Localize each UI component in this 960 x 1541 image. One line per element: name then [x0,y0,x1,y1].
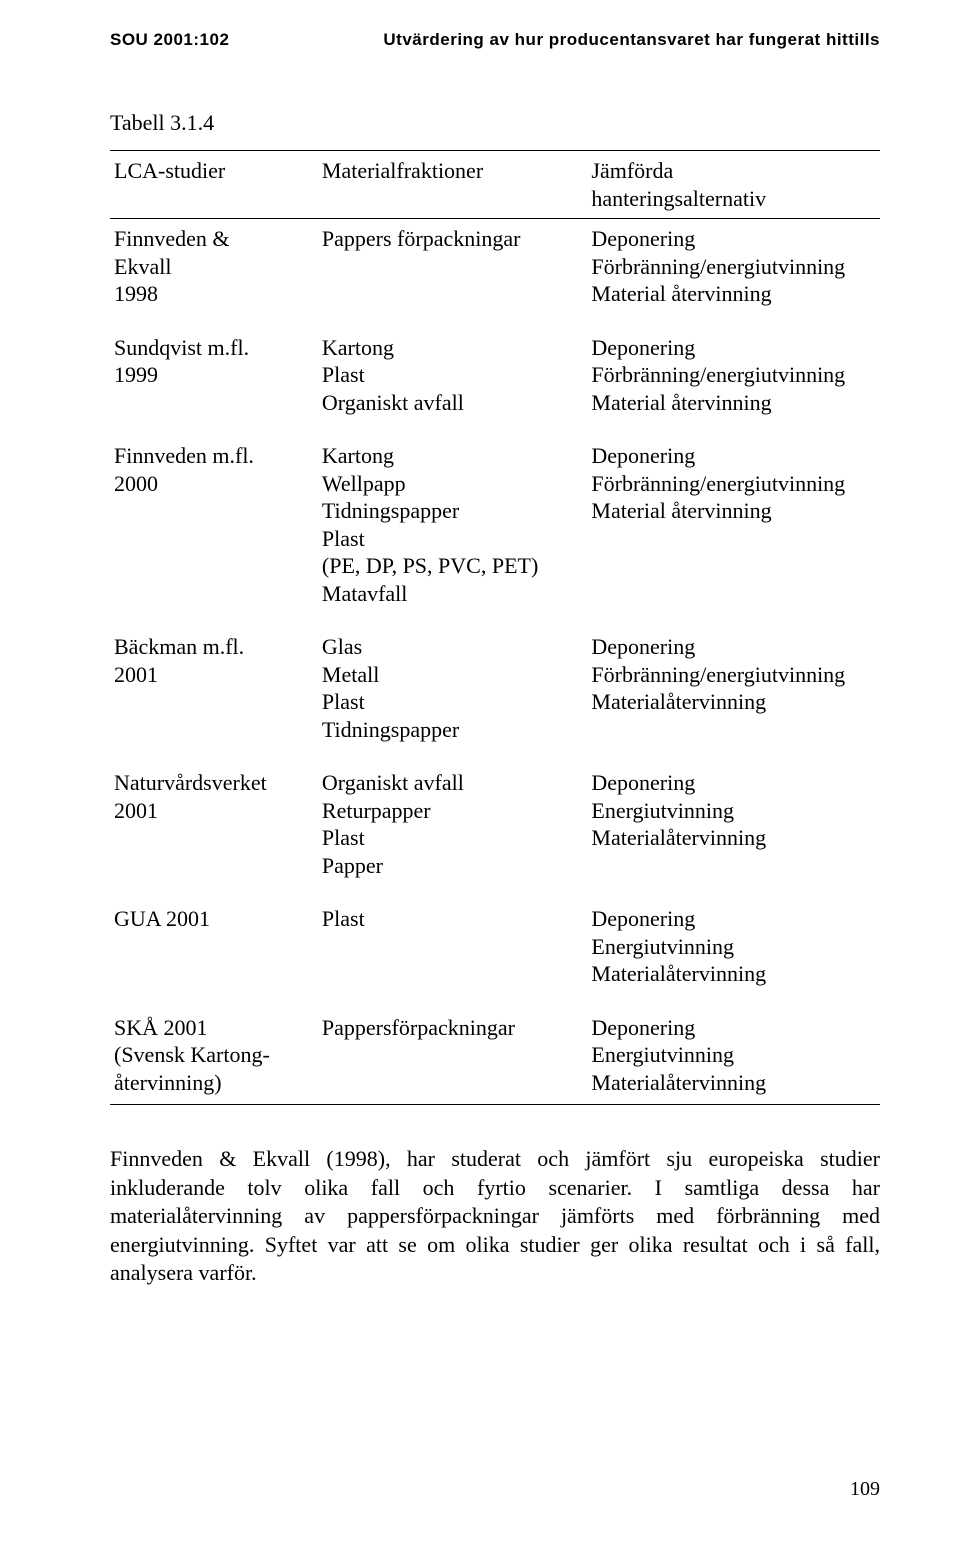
cell-fractions-line: Metall [322,661,584,689]
page-number: 109 [850,1478,880,1501]
cell-study-line: 1999 [114,361,314,389]
cell-study: SKÅ 2001(Svensk Kartong-återvinning) [110,1008,318,1105]
cell-alternatives-line: Förbränning/energiutvinning [591,661,876,689]
cell-fractions-line: Glas [322,633,584,661]
cell-alternatives: DeponeringFörbränning/energiutvinningMat… [587,436,880,627]
cell-alternatives-line: Förbränning/energiutvinning [591,470,876,498]
cell-fractions-line: Wellpapp [322,470,584,498]
cell-study-line: (Svensk Kartong- [114,1041,314,1069]
cell-alternatives-line: Materialåtervinning [591,960,876,988]
cell-alternatives-line: Deponering [591,334,876,362]
cell-alternatives-line: Energiutvinning [591,933,876,961]
cell-fractions: KartongPlastOrganiskt avfall [318,328,588,437]
cell-fractions-line: Papper [322,852,584,880]
col-header-alternatives-l1: Jämförda [591,158,673,183]
page: SOU 2001:102 Utvärdering av hur producen… [0,0,960,1541]
cell-fractions-line: Plast [322,905,584,933]
cell-study-line: 2001 [114,797,314,825]
cell-fractions: GlasMetallPlastTidningspapper [318,627,588,763]
cell-alternatives-line: Material återvinning [591,280,876,308]
cell-study-line: återvinning) [114,1069,314,1097]
cell-fractions-line: Plast [322,361,584,389]
header-left: SOU 2001:102 [110,30,229,50]
table-row: Naturvårdsverket2001Organiskt avfallRetu… [110,763,880,899]
table-row: Finnveden &Ekvall1998Pappers förpackning… [110,219,880,328]
table-caption: Tabell 3.1.4 [110,110,880,136]
cell-alternatives-line: Deponering [591,442,876,470]
cell-fractions-line: Tidningspapper [322,716,584,744]
cell-fractions-line: Kartong [322,442,584,470]
table-row: SKÅ 2001(Svensk Kartong-återvinning)Papp… [110,1008,880,1105]
cell-fractions-line: Pappersförpackningar [322,1014,584,1042]
cell-fractions-line: Organiskt avfall [322,769,584,797]
cell-fractions-line: Plast [322,525,584,553]
cell-fractions: Pappers förpackningar [318,219,588,328]
cell-study-line: 1998 [114,280,314,308]
cell-alternatives-line: Energiutvinning [591,797,876,825]
cell-study-line: Bäckman m.fl. [114,633,314,661]
cell-alternatives-line: Förbränning/energiutvinning [591,361,876,389]
col-header-alternatives: Jämförda hanteringsalternativ [587,151,880,219]
cell-alternatives: DeponeringEnergiutvinningMaterialåtervin… [587,899,880,1008]
cell-alternatives-line: Material återvinning [591,497,876,525]
cell-alternatives-line: Deponering [591,769,876,797]
header-right: Utvärdering av hur producentansvaret har… [383,30,880,50]
cell-alternatives-line: Material återvinning [591,389,876,417]
cell-fractions-line: (PE, DP, PS, PVC, PET) [322,552,584,580]
cell-study: Naturvårdsverket2001 [110,763,318,899]
cell-alternatives-line: Förbränning/energiutvinning [591,253,876,281]
cell-study-line: Sundqvist m.fl. [114,334,314,362]
cell-alternatives: DeponeringFörbränning/energiutvinningMat… [587,219,880,328]
cell-study-line: Finnveden & [114,225,314,253]
table-row: GUA 2001 PlastDeponeringEnergiutvinningMa… [110,899,880,1008]
cell-study-line: 2001 [114,661,314,689]
cell-study-line: Naturvårdsverket [114,769,314,797]
cell-alternatives-line: Deponering [591,905,876,933]
cell-fractions-line: Matavfall [322,580,584,608]
body-paragraph: Finnveden & Ekvall (1998), har studerat … [110,1145,880,1288]
cell-alternatives-line: Materialåtervinning [591,688,876,716]
cell-study-line: Finnveden m.fl. [114,442,314,470]
cell-fractions-line: Tidningspapper [322,497,584,525]
cell-alternatives-line: Deponering [591,633,876,661]
cell-study-line: GUA 2001 [114,905,314,933]
cell-study: GUA 2001 [110,899,318,1008]
col-header-fractions: Materialfraktioner [318,151,588,219]
cell-alternatives-line: Materialåtervinning [591,1069,876,1097]
cell-fractions-line: Returpapper [322,797,584,825]
running-header: SOU 2001:102 Utvärdering av hur producen… [110,30,880,50]
cell-fractions-line: Plast [322,688,584,716]
cell-fractions: Plast [318,899,588,1008]
table-row: Finnveden m.fl.2000KartongWellpappTidnin… [110,436,880,627]
cell-study-line: Ekvall [114,253,314,281]
cell-study: Finnveden m.fl.2000 [110,436,318,627]
cell-fractions: Pappersförpackningar [318,1008,588,1105]
cell-alternatives-line: Materialåtervinning [591,824,876,852]
cell-alternatives: DeponeringFörbränning/energiutvinningMat… [587,627,880,763]
lca-table: LCA-studier Materialfraktioner Jämförda … [110,150,880,1105]
cell-study: Finnveden &Ekvall1998 [110,219,318,328]
cell-study: Sundqvist m.fl.1999 [110,328,318,437]
cell-study: Bäckman m.fl.2001 [110,627,318,763]
cell-fractions-line: Pappers förpackningar [322,225,584,253]
cell-study-line: SKÅ 2001 [114,1014,314,1042]
cell-fractions-line: Kartong [322,334,584,362]
cell-fractions-line: Plast [322,824,584,852]
table-body: Finnveden &Ekvall1998Pappers förpackning… [110,219,880,1105]
cell-fractions: Organiskt avfallReturpapperPlastPapper [318,763,588,899]
table-row: Bäckman m.fl.2001GlasMetallPlastTidnings… [110,627,880,763]
cell-alternatives-line: Deponering [591,225,876,253]
cell-fractions-line: Organiskt avfall [322,389,584,417]
cell-study-line: 2000 [114,470,314,498]
cell-alternatives-line: Energiutvinning [591,1041,876,1069]
cell-alternatives-line: Deponering [591,1014,876,1042]
cell-alternatives: DeponeringEnergiutvinningMaterialåtervin… [587,763,880,899]
cell-alternatives: DeponeringEnergiutvinningMaterialåtervin… [587,1008,880,1105]
cell-fractions: KartongWellpappTidningspapperPlast(PE, D… [318,436,588,627]
table-row: Sundqvist m.fl.1999KartongPlastOrganiskt… [110,328,880,437]
col-header-alternatives-l2: hanteringsalternativ [591,186,766,211]
table-header-row: LCA-studier Materialfraktioner Jämförda … [110,151,880,219]
col-header-study: LCA-studier [110,151,318,219]
cell-alternatives: DeponeringFörbränning/energiutvinningMat… [587,328,880,437]
